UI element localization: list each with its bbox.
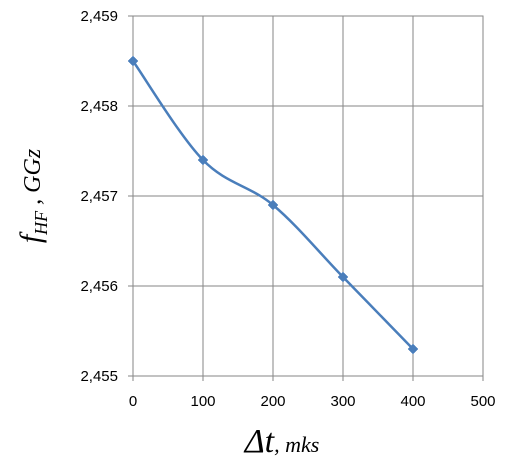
x-tick-label: 100 — [190, 393, 215, 410]
y-tick-label: 2,457 — [80, 188, 118, 205]
y-tick-label: 2,456 — [80, 278, 118, 295]
y-axis-title: fHF , GGz — [14, 148, 51, 243]
x-tick-label: 500 — [470, 393, 495, 410]
y-tick-label: 2,458 — [80, 98, 118, 115]
x-tick-label: 200 — [260, 393, 285, 410]
grid — [133, 16, 483, 376]
x-tick-label: 400 — [400, 393, 425, 410]
x-axis-title: Δt, mks — [243, 423, 320, 460]
y-tick-label: 2,459 — [80, 8, 118, 25]
x-tick-label: 0 — [129, 393, 137, 410]
x-axis-ticks: 0 100 200 300 400 500 — [129, 376, 496, 410]
x-tick-label: 300 — [330, 393, 355, 410]
y-axis-ticks: 2,455 2,456 2,457 2,458 2,459 — [80, 8, 133, 385]
y-tick-label: 2,455 — [80, 368, 118, 385]
